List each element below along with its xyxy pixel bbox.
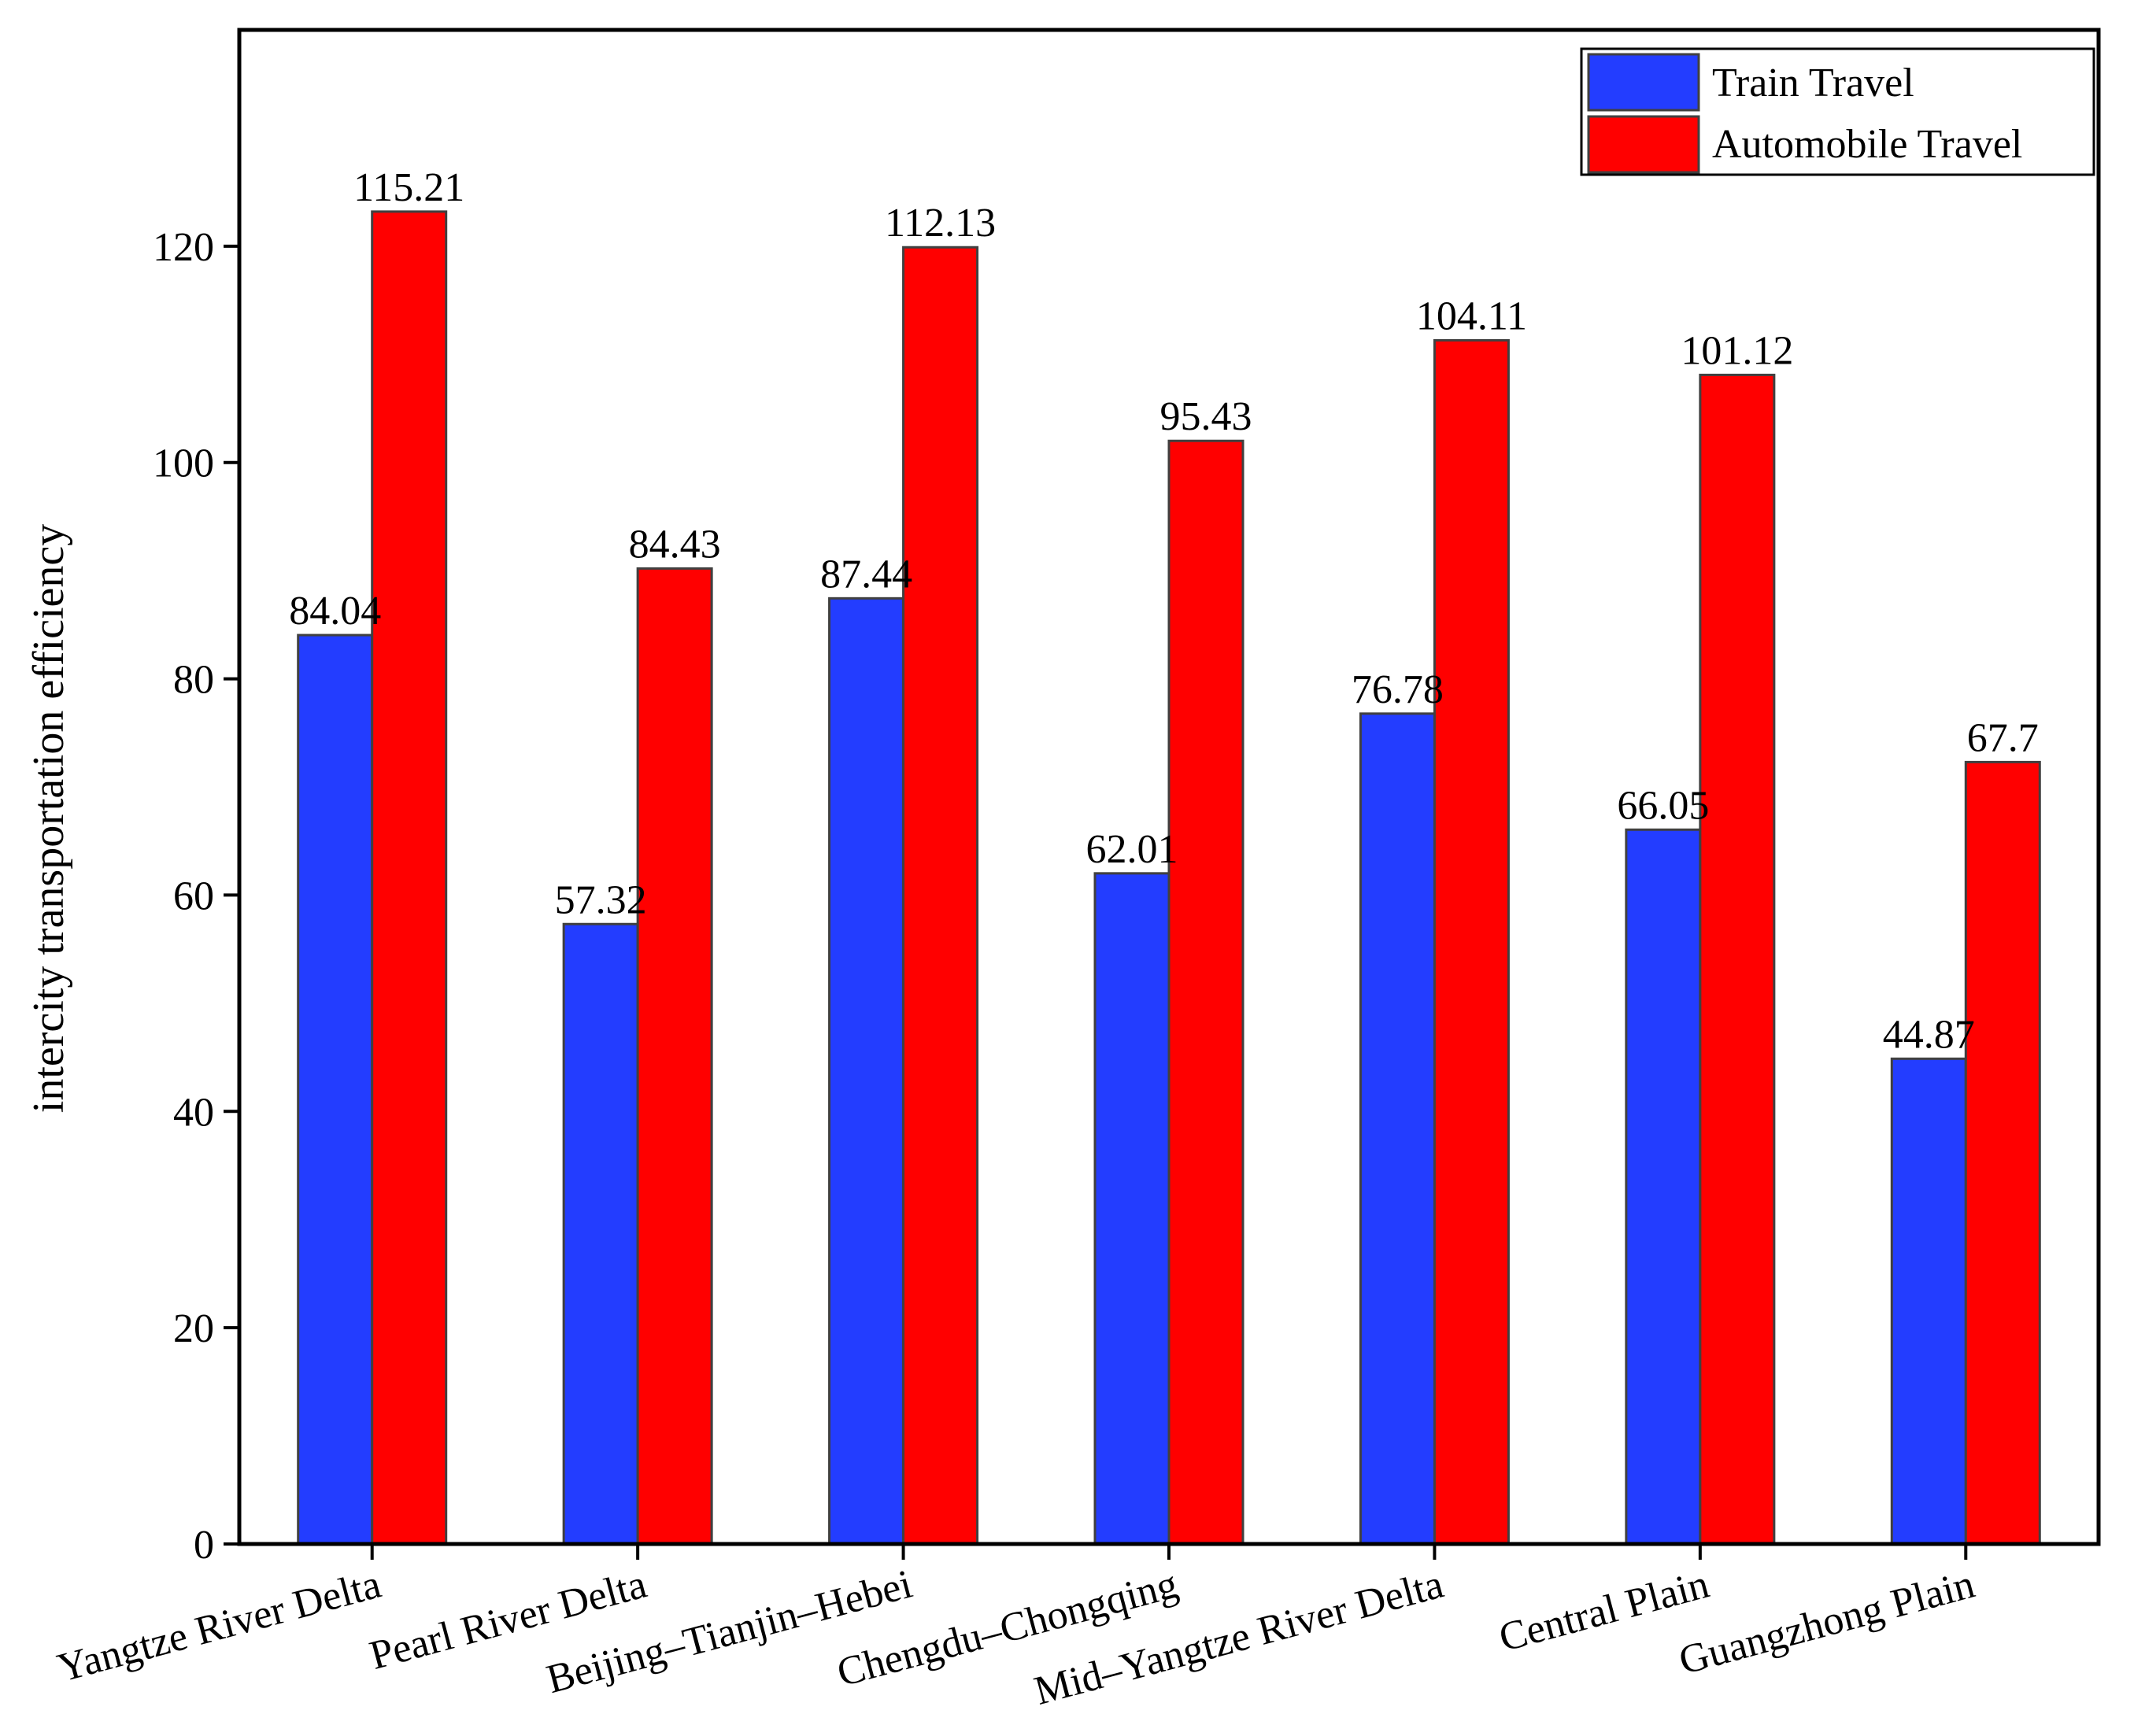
- bar-train-travel-central-plain: [1625, 828, 1702, 1546]
- data-label-automobile-travel-yangtze-river-delta: 115.21: [353, 165, 464, 210]
- bar-train-travel-beijing-tianjin-hebei: [828, 597, 905, 1546]
- x-tick-label-yangtze-river-delta: Yangtze River Delta: [53, 1562, 386, 1691]
- data-label-train-travel-pearl-river-delta: 57.32: [555, 877, 647, 922]
- bar-automobile-travel-guangzhong-plain: [1964, 760, 2041, 1546]
- data-label-automobile-travel-central-plain: 101.12: [1681, 328, 1793, 373]
- bar-automobile-travel-mid-yangtze-river-delta: [1433, 338, 1510, 1546]
- legend: Train Travel Automobile Travel: [1580, 47, 2095, 176]
- legend-label-automobile-travel: Automobile Travel: [1712, 122, 2022, 167]
- bar-train-travel-mid-yangtze-river-delta: [1359, 712, 1436, 1546]
- y-axis-title: intercity transportation efficiency: [24, 524, 73, 1113]
- data-labels-layer: 84.04 115.21 57.32 84.43 87.44 112.13 62.01 95.…: [289, 165, 2039, 1057]
- bar-automobile-travel-central-plain: [1699, 373, 1776, 1546]
- legend-label-train-travel: Train Travel: [1712, 61, 1914, 105]
- bar-automobile-travel-pearl-river-delta: [636, 567, 713, 1546]
- y-tick-label-80: 80: [173, 658, 214, 703]
- data-label-automobile-travel-mid-yangtze-river-delta: 104.11: [1416, 294, 1527, 338]
- y-tick-label-120: 120: [153, 225, 214, 270]
- data-label-train-travel-mid-yangtze-river-delta: 76.78: [1352, 667, 1444, 712]
- data-label-train-travel-chengdu-chongqing: 62.01: [1086, 827, 1178, 872]
- bar-train-travel-chengdu-chongqing: [1093, 872, 1171, 1546]
- data-label-automobile-travel-pearl-river-delta: 84.43: [629, 522, 721, 567]
- bar-train-travel-guangzhong-plain: [1890, 1057, 1967, 1546]
- bar-train-travel-pearl-river-delta: [562, 922, 639, 1546]
- bar-automobile-travel-yangtze-river-delta: [371, 210, 448, 1546]
- legend-swatch-automobile-travel: [1587, 115, 1700, 174]
- y-tick-label-20: 20: [173, 1306, 214, 1351]
- x-tick-label-guangzhong-plain: Guangzhong Plain: [1674, 1562, 1979, 1684]
- data-label-train-travel-yangtze-river-delta: 84.04: [289, 589, 381, 633]
- y-tick-label-0: 0: [194, 1523, 214, 1568]
- data-label-train-travel-central-plain: 66.05: [1617, 783, 1709, 828]
- data-label-train-travel-beijing-tianjin-hebei: 87.44: [820, 552, 912, 597]
- data-label-automobile-travel-beijing-tianjin-hebei: 112.13: [885, 201, 996, 246]
- data-label-train-travel-guangzhong-plain: 44.87: [1883, 1012, 1975, 1057]
- bar-automobile-travel-beijing-tianjin-hebei: [902, 246, 979, 1546]
- data-label-automobile-travel-chengdu-chongqing: 95.43: [1160, 394, 1252, 439]
- bar-train-travel-yangtze-river-delta: [297, 633, 374, 1546]
- bars-layer: [297, 210, 2041, 1546]
- y-tick-label-60: 60: [173, 874, 214, 918]
- bar-automobile-travel-chengdu-chongqing: [1167, 439, 1245, 1546]
- y-tick-label-40: 40: [173, 1090, 214, 1135]
- y-tick-label-100: 100: [153, 441, 214, 486]
- data-label-automobile-travel-guangzhong-plain: 67.7: [1967, 715, 2039, 760]
- legend-swatch-train-travel: [1587, 53, 1700, 112]
